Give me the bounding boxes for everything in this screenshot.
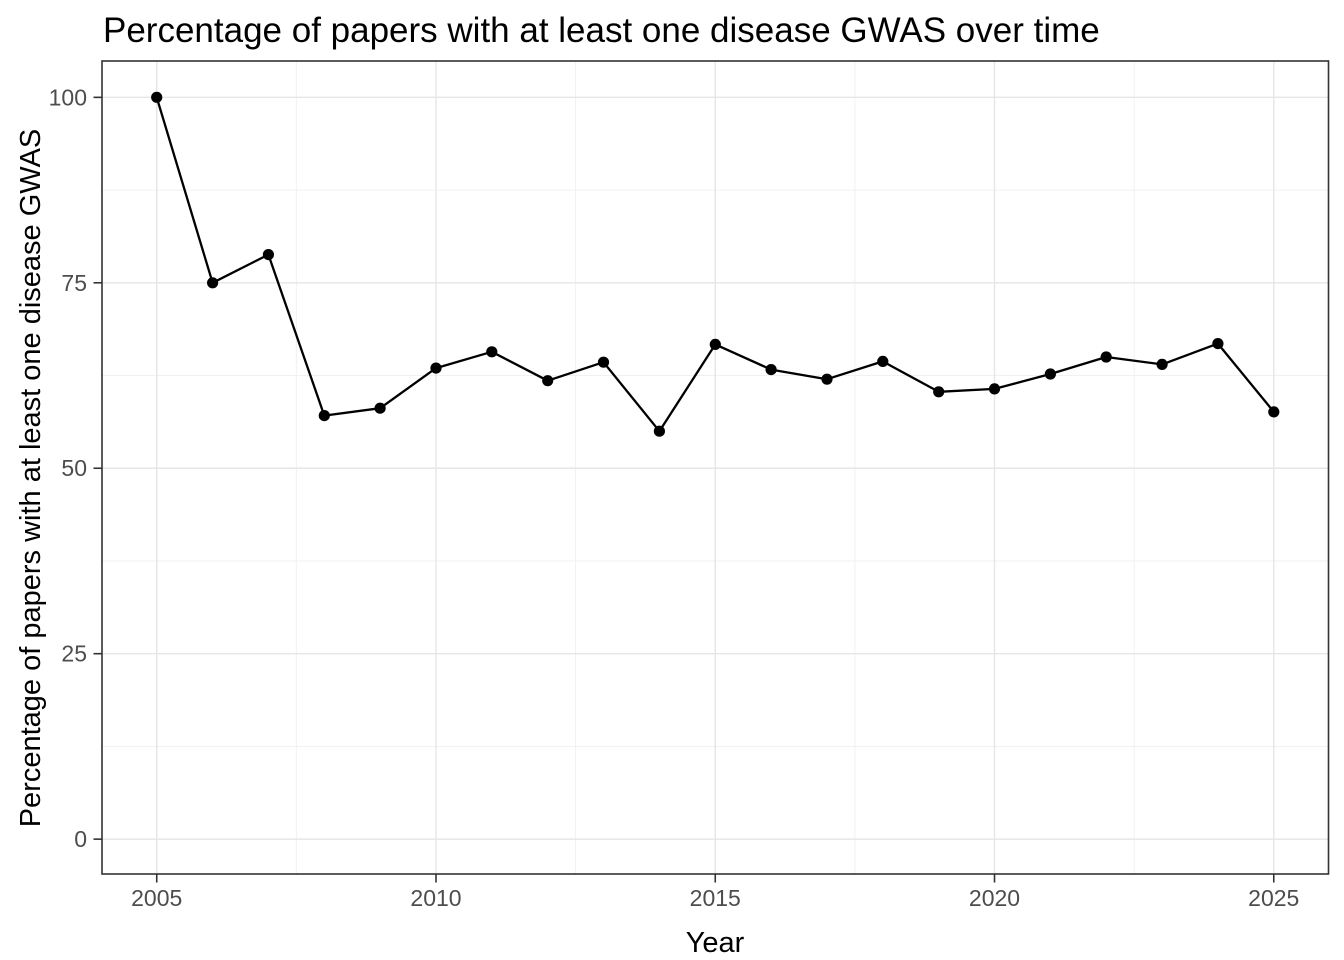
y-tick-label: 50	[61, 455, 87, 481]
data-point	[709, 338, 721, 350]
x-tick-label: 2020	[969, 885, 1020, 911]
data-point	[1268, 406, 1280, 418]
data-point	[821, 373, 833, 385]
x-axis-title: Year	[685, 927, 745, 959]
data-point	[486, 346, 498, 358]
data-point	[765, 364, 777, 376]
data-point	[1044, 368, 1056, 380]
data-point	[933, 386, 945, 398]
chart-title: Percentage of papers with at least one d…	[103, 11, 1100, 50]
data-point	[318, 410, 330, 422]
data-point	[1212, 338, 1224, 350]
data-point	[542, 375, 554, 387]
data-point	[1156, 358, 1168, 370]
data-point	[430, 362, 442, 374]
x-tick-label: 2025	[1248, 885, 1299, 911]
y-axis-title: Percentage of papers with at least one d…	[15, 128, 47, 828]
data-point	[374, 402, 386, 414]
data-point	[207, 277, 219, 289]
x-tick-label: 2015	[690, 885, 741, 911]
data-point	[1100, 351, 1112, 363]
y-tick-label: 25	[61, 641, 87, 667]
x-tick-label: 2010	[410, 885, 461, 911]
data-point	[877, 355, 889, 367]
data-point	[262, 249, 274, 261]
x-tick-label: 2005	[131, 885, 182, 911]
y-tick-label: 100	[49, 84, 87, 110]
data-point	[653, 425, 666, 437]
data-point	[988, 383, 1001, 395]
data-point	[597, 356, 610, 368]
data-point	[151, 91, 163, 103]
y-tick-label: 75	[61, 270, 87, 296]
y-tick-label: 0	[74, 826, 87, 852]
